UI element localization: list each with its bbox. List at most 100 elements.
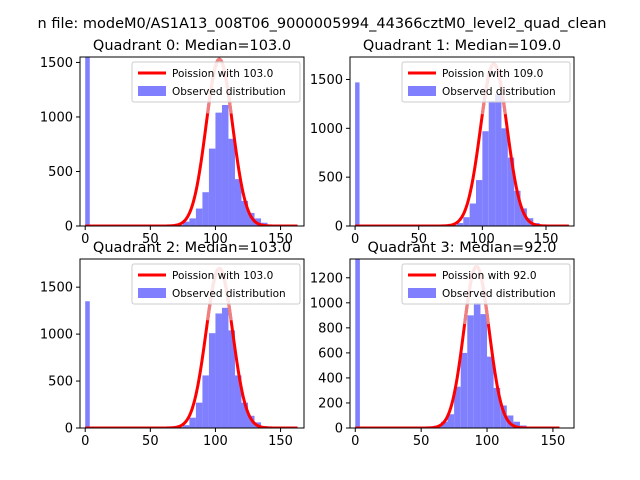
quadrant-1-ytick-label: 500	[318, 171, 343, 186]
quadrant-2-panel: Quadrant 2: Median=103.00 50 100 1500500100…	[40, 240, 305, 449]
quadrant-1-hist-bar	[495, 94, 502, 226]
quadrant-0-hist-bar	[234, 179, 242, 226]
quadrant-2-hist-bar	[85, 301, 90, 428]
quadrant-2-hist-bar	[189, 417, 196, 428]
quadrant-1-legend-box	[401, 61, 571, 103]
quadrant-3-legend: Poission with 92.0 Observed distribution	[401, 263, 571, 305]
quadrant-0-hist-bar	[221, 104, 229, 226]
quadrant-1-xtick-label: 100	[470, 232, 495, 247]
quadrant-2-title: Quadrant 2: Median=103.0	[93, 240, 291, 256]
quadrant-1-axes-frame	[349, 56, 575, 227]
quadrant-0-hist-bar	[202, 192, 209, 226]
quadrant-3-legend-box	[401, 263, 571, 305]
quadrant-2-legend-bar-swatch	[138, 288, 166, 298]
quadrant-2-legend-hist-label: Observed distribution	[172, 288, 286, 300]
quadrant-0-ytick-label: 0	[65, 220, 73, 235]
quadrant-2-ytick-label: 0	[65, 422, 73, 437]
quadrant-1-title: Quadrant 1: Median=109.0	[363, 38, 561, 54]
quadrant-2-legend-box	[131, 263, 301, 305]
quadrant-0-ytick-label: 500	[48, 165, 73, 180]
quadrant-3-hist-bar	[493, 387, 501, 428]
quadrant-1-hist-bar	[501, 128, 508, 226]
quadrant-1-hist-bar	[514, 190, 521, 226]
quadrant-0-legend-box	[131, 61, 301, 103]
quadrant-3-ytick-label: 200	[318, 396, 343, 411]
quadrant-0-hist-bar	[215, 112, 222, 226]
quadrant-2-legend: Poission with 103.0 Observed distribution	[131, 263, 301, 305]
quadrant-panels: Quadrant 0: Median=103.00 50 100 1500500100…	[40, 38, 575, 449]
quadrant-2-xtick-label: 100	[203, 434, 228, 449]
quadrant-1-ytick-label: 1500	[310, 73, 343, 88]
quadrant-0-xtick-label: 0	[81, 232, 89, 247]
quadrant-0-hist-bar	[189, 218, 196, 226]
quadrant-1-poisson-curve	[354, 62, 570, 226]
quadrant-1-hist-bar	[520, 208, 527, 226]
quadrant-3-hist-bar	[467, 315, 474, 428]
quadrant-3-hist-bar	[460, 352, 468, 428]
quadrant-3-legend-fit-label: Poission with 92.0	[442, 270, 537, 282]
quadrant-1-ytick-label: 1000	[310, 122, 343, 137]
quadrant-0-plot-area	[84, 57, 299, 226]
quadrant-3-ytick-label: 0	[335, 422, 343, 437]
quadrant-3-hist-bar	[487, 356, 494, 428]
quadrant-0-hist-bar	[182, 221, 190, 226]
quadrant-0-poisson-curve	[84, 57, 299, 226]
quadrant-3-ytick-label: 600	[318, 346, 343, 361]
quadrant-2-axes-frame	[79, 258, 305, 429]
quadrant-0-hist-bar	[208, 148, 216, 226]
quadrant-0-xtick-label: 100	[203, 232, 228, 247]
quadrant-3-legend-hist-label: Observed distribution	[442, 288, 556, 300]
quadrant-0-hist-bar	[241, 200, 248, 226]
quadrant-2-hist-bar	[202, 375, 209, 428]
quadrant-2-xtick-label: 0	[81, 434, 89, 449]
quadrant-3-hist-bar	[355, 259, 360, 428]
quadrant-3-ytick-label: 400	[318, 371, 343, 386]
quadrant-1-hist-bar	[469, 203, 476, 226]
quadrant-0-hist-bar	[195, 208, 203, 226]
quadrant-2-hist-bar	[208, 333, 216, 428]
quadrant-3-xtick-label: 100	[475, 434, 500, 449]
quadrant-0-xtick-label: 50	[142, 232, 159, 247]
quadrant-0-axes-frame	[79, 56, 305, 227]
quadrant-3-hist-bar	[500, 405, 507, 428]
quadrant-1-hist-bar	[482, 131, 489, 226]
quadrant-3-hist-bar	[440, 421, 448, 428]
quadrant-3-panel: Quadrant 3: Median=92.0 0 50 100 150 0 200 400 6…	[310, 240, 575, 449]
quadrant-3-axes-frame	[349, 258, 575, 429]
quadrant-2-poisson-curve	[84, 266, 299, 428]
quadrant-3-hist-bar	[454, 386, 461, 428]
quadrant-1-legend: Poission with 109.0 Observed distribution	[401, 61, 571, 103]
quadrant-2-xtick-label: 150	[268, 434, 293, 449]
quadrant-2-ytick-label: 1000	[40, 328, 73, 343]
quadrant-0-panel: Quadrant 0: Median=103.00 50 100 1500500100…	[40, 38, 305, 247]
quadrant-1-plot-area	[354, 62, 570, 226]
quadrant-1-hist-bar	[463, 217, 470, 226]
quadrant-0-legend-bar-swatch	[138, 86, 166, 96]
quadrant-3-ytick-label: 800	[318, 321, 343, 336]
quadrant-0-ytick-label: 1500	[40, 56, 73, 71]
quadrant-2-hist-bar	[215, 313, 222, 428]
quadrant-1-legend-hist-label: Observed distribution	[442, 86, 556, 98]
quadrant-0-hist-bar	[228, 138, 235, 226]
quadrant-3-legend-bar-swatch	[408, 288, 436, 298]
quadrant-1-xtick-label: 150	[534, 232, 559, 247]
quadrant-1-hist-bar	[488, 100, 496, 226]
quadrant-3-title: Quadrant 3: Median=92.0	[368, 240, 557, 256]
quadrant-2-ytick-label: 1500	[40, 281, 73, 296]
quadrant-3-ytick-label: 1200	[310, 271, 343, 286]
quadrant-2-legend-fit-label: Poission with 103.0	[172, 270, 273, 282]
quadrant-3-xtick-label: 150	[541, 434, 566, 449]
quadrant-3-hist-bar	[480, 314, 488, 428]
quadrant-1-legend-bar-swatch	[408, 86, 436, 96]
quadrant-0-title: Quadrant 0: Median=103.0	[93, 38, 291, 54]
quadrant-0-legend-hist-label: Observed distribution	[172, 86, 286, 98]
quadrant-2-ytick-label: 500	[48, 375, 73, 390]
quadrant-1-ytick-label: 0	[335, 220, 343, 235]
quadrant-2-hist-bar	[234, 375, 242, 428]
quadrant-0-legend: Poission with 103.0 Observed distribution	[131, 61, 301, 103]
quadrant-1-hist-bar	[476, 180, 483, 226]
quadrant-2-xtick-label: 50	[142, 434, 159, 449]
quadrant-1-hist-bar	[355, 82, 360, 226]
figure-suptitle: n file: modeM0/AS1A13_008T06_9000005994_…	[38, 16, 607, 32]
